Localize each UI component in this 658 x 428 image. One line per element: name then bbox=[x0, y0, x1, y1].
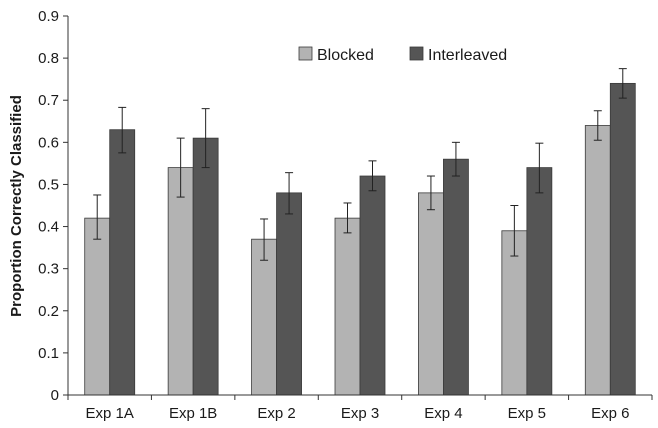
bar-blocked bbox=[84, 217, 111, 396]
x-tick-label: Exp 3 bbox=[341, 405, 379, 422]
y-axis-ticks: 0 0.1 0.2 0.3 0.4 0.5 0.6 0.7 0.8 0.9 bbox=[38, 8, 68, 404]
y-tick-label: 0.5 bbox=[38, 176, 59, 193]
bar-blocked bbox=[334, 217, 361, 396]
bar-interleaved bbox=[109, 129, 136, 396]
x-tick-label: Exp 5 bbox=[508, 405, 546, 422]
y-tick-label: 0.9 bbox=[38, 8, 59, 25]
bars bbox=[84, 68, 636, 396]
x-tick-label: Exp 1B bbox=[169, 405, 217, 422]
y-tick-label: 0.3 bbox=[38, 261, 59, 278]
x-tick-label: Exp 1A bbox=[86, 405, 134, 422]
y-axis-title: Proportion Correctly Classified bbox=[8, 95, 25, 317]
legend: Blocked Interleaved bbox=[298, 46, 507, 64]
bar-interleaved bbox=[443, 158, 469, 396]
legend-swatch-interleaved bbox=[409, 46, 424, 61]
y-tick-label: 0 bbox=[51, 387, 59, 404]
bar-blocked bbox=[418, 192, 444, 396]
bar-blocked bbox=[167, 167, 194, 396]
x-axis-ticks: Exp 1A Exp 1B Exp 2 Exp 3 Exp 4 Exp 5 Exp 6 bbox=[67, 395, 653, 422]
bar-interleaved bbox=[359, 175, 386, 396]
bar-blocked bbox=[501, 230, 528, 396]
x-tick-label: Exp 6 bbox=[591, 405, 629, 422]
legend-swatch-blocked bbox=[298, 46, 313, 61]
bar-interleaved bbox=[526, 167, 553, 396]
bar-interleaved bbox=[192, 137, 219, 396]
y-tick-label: 0.1 bbox=[38, 345, 59, 362]
y-tick-label: 0.8 bbox=[38, 50, 59, 67]
x-tick-label: Exp 2 bbox=[257, 405, 295, 422]
bar-interleaved bbox=[276, 192, 302, 396]
y-tick-label: 0.6 bbox=[38, 134, 59, 151]
y-tick-label: 0.4 bbox=[38, 219, 59, 236]
y-tick-label: 0.2 bbox=[38, 303, 59, 320]
x-tick-label: Exp 4 bbox=[424, 405, 462, 422]
bar-interleaved bbox=[609, 82, 636, 396]
legend-label-interleaved: Interleaved bbox=[428, 47, 507, 64]
bar-blocked bbox=[584, 125, 611, 396]
bar-blocked bbox=[251, 238, 277, 396]
legend-label-blocked: Blocked bbox=[317, 47, 374, 64]
y-tick-label: 0.7 bbox=[38, 92, 59, 109]
